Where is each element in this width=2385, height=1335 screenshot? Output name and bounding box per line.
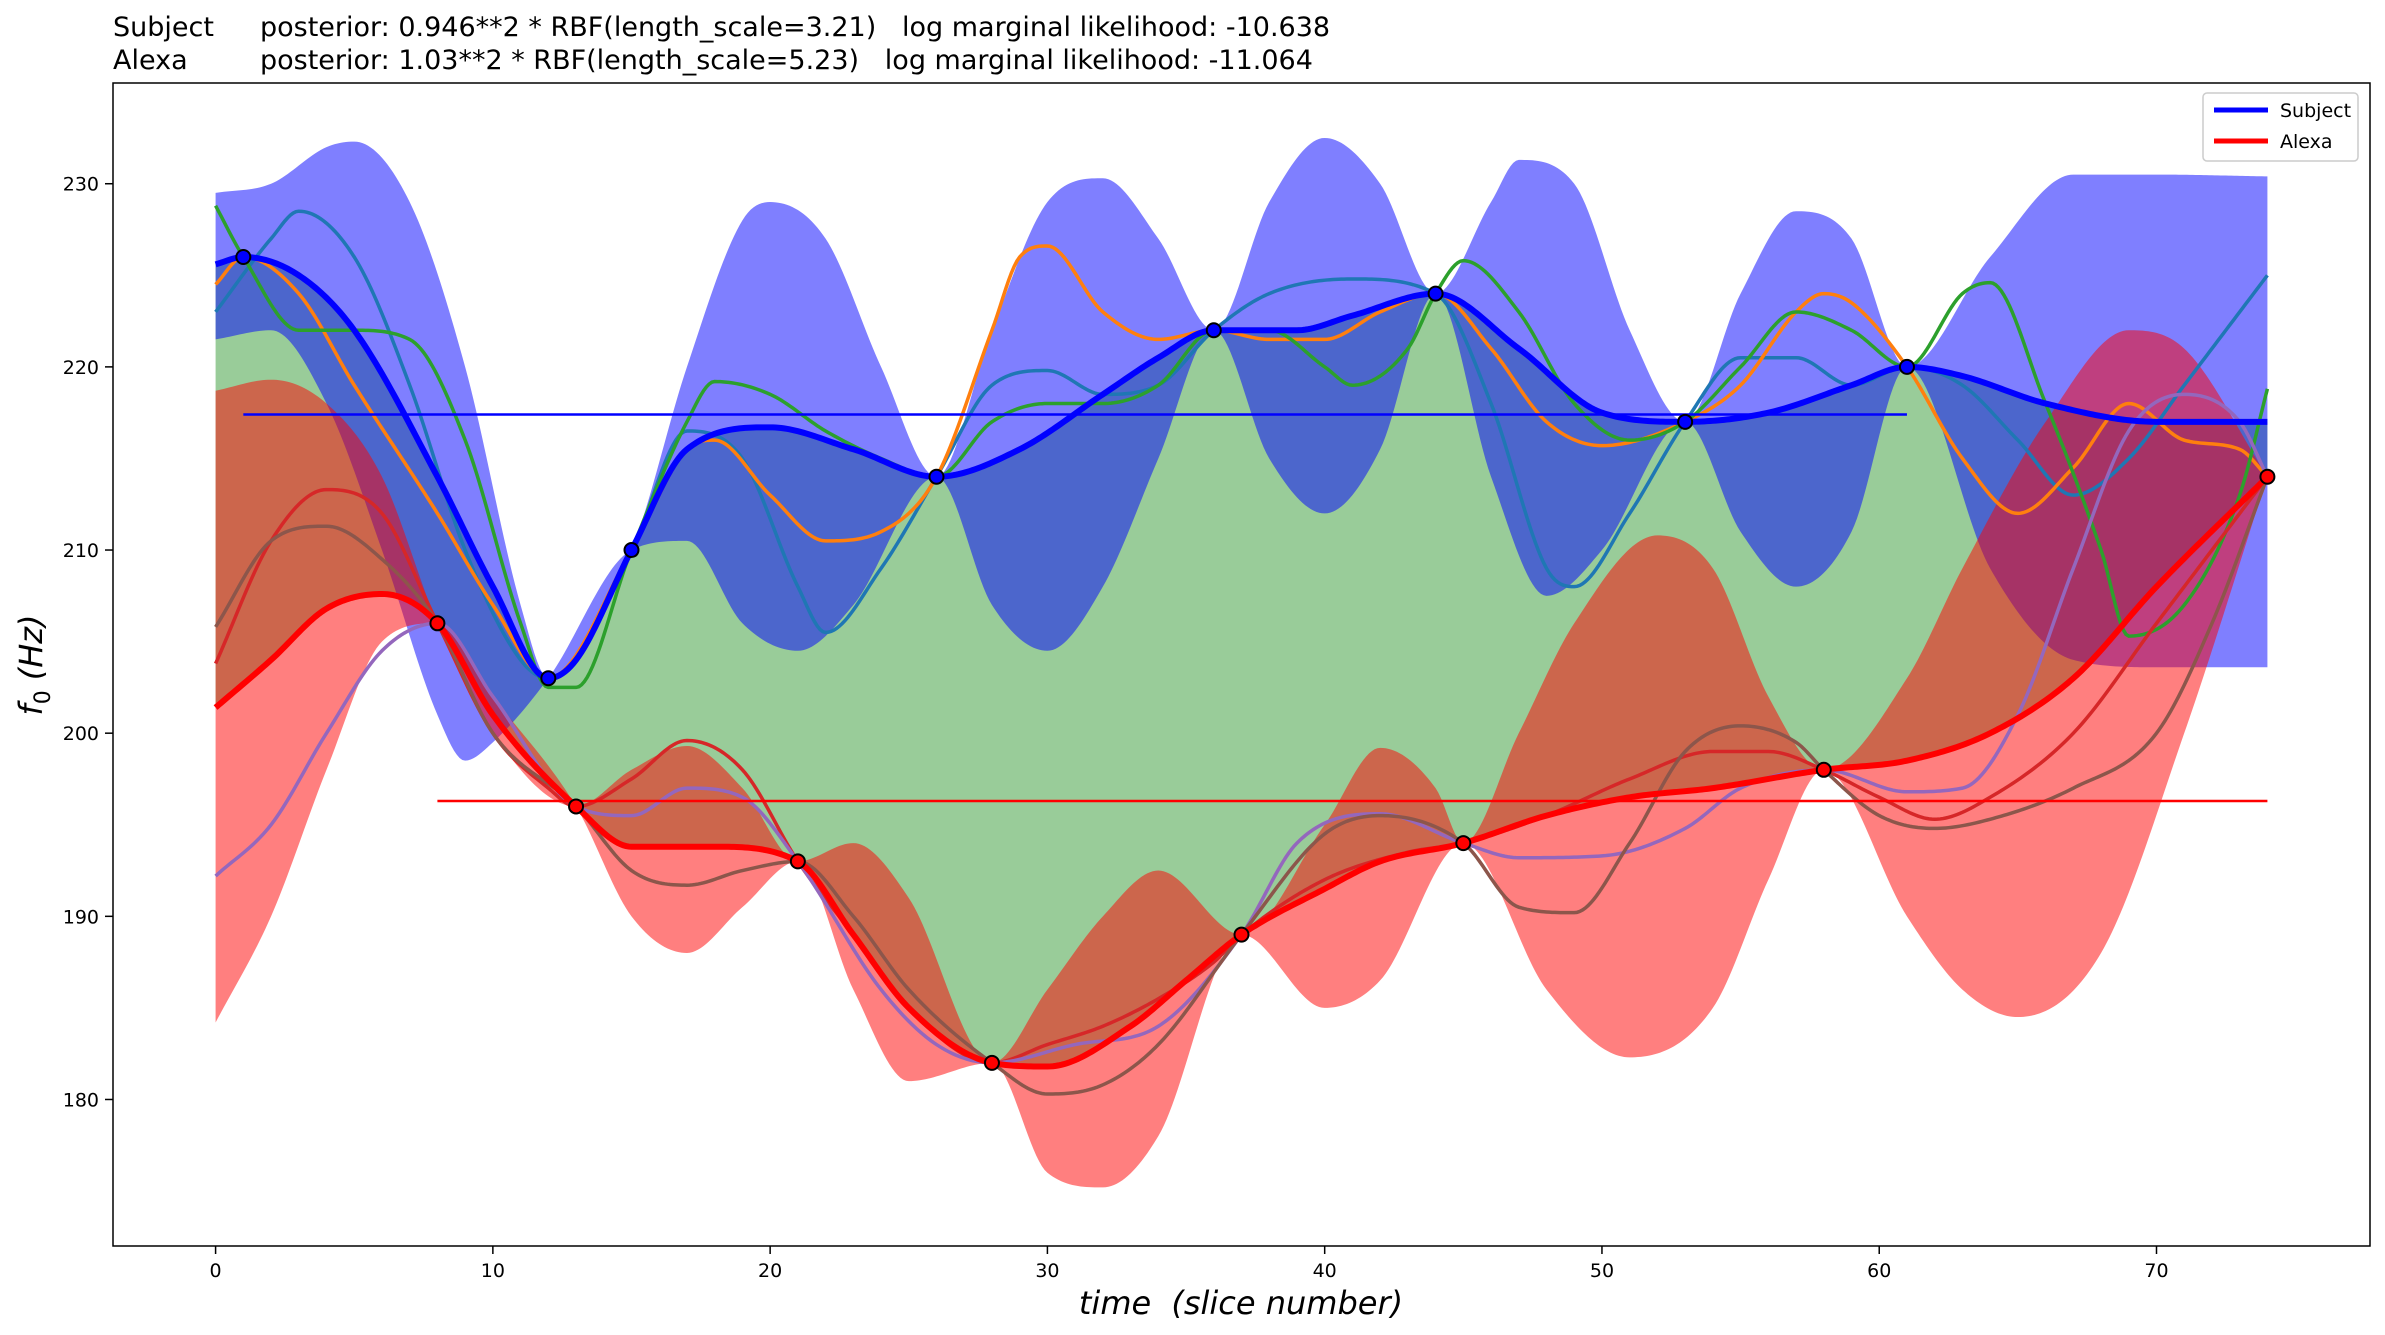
x-tick-label-2: 20 [758, 1260, 782, 1282]
x-axis-label: time (slice number) [1079, 1284, 1403, 1322]
y-tick-label-5: 230 [63, 174, 99, 196]
y-tick-label-4: 220 [63, 357, 99, 379]
title-alexa-name: Alexa [113, 45, 188, 76]
alexa-observation-3 [983, 1054, 1000, 1071]
y-tick-label-1: 190 [63, 906, 99, 928]
y-axis-label-paren: (Hz) [12, 614, 50, 680]
plot-frame [112, 82, 2371, 1247]
subject-observation-6 [1677, 413, 1694, 430]
subject-observation-0 [235, 248, 252, 265]
y-axis: 180 190 200 210 220 230 [63, 174, 113, 1111]
alexa-observation-2 [789, 853, 806, 870]
alexa-observation-7 [2259, 468, 2276, 485]
title-subject-posterior: posterior: 0.946**2 * RBF(length_scale=3… [260, 12, 1330, 43]
title-subject-name: Subject [113, 12, 214, 43]
legend: Subject Alexa [2202, 92, 2359, 162]
x-axis-label-main: time [1079, 1284, 1151, 1322]
subject-posterior-mean [214, 253, 2268, 682]
alexa-observation-6 [1815, 761, 1832, 778]
y-tick-label-2: 200 [63, 723, 99, 745]
x-axis: 0 10 20 30 40 50 60 70 [210, 1246, 2169, 1282]
subject-observation-4 [1205, 322, 1222, 339]
legend-label-subject: Subject [2280, 100, 2351, 122]
subject-observation-7 [1898, 358, 1915, 375]
subject-observation-3 [928, 468, 945, 485]
x-tick-label-1: 10 [481, 1260, 505, 1282]
subject-observation-2 [623, 542, 640, 559]
x-tick-label-0: 0 [210, 1260, 222, 1282]
y-tick-label-0: 180 [63, 1089, 99, 1111]
alexa-confidence-band [215, 330, 2268, 1188]
x-axis-label-paren: (slice number) [1171, 1284, 1403, 1322]
y-axis-label: f0(Hz) [12, 614, 56, 715]
legend-label-alexa: Alexa [2280, 131, 2333, 153]
alexa-observation-0 [429, 615, 446, 632]
plot-area [213, 137, 2276, 1188]
x-tick-label-7: 70 [2144, 1260, 2168, 1282]
x-tick-label-3: 30 [1035, 1260, 1059, 1282]
x-tick-label-5: 50 [1590, 1260, 1614, 1282]
alexa-observation-1 [568, 798, 585, 815]
subject-observation-5 [1427, 285, 1444, 302]
x-tick-label-6: 60 [1867, 1260, 1891, 1282]
alexa-observation-4 [1233, 926, 1250, 943]
subject-confidence-band [215, 137, 2268, 761]
y-axis-label-sub: 0 [31, 690, 56, 704]
title-alexa-posterior: posterior: 1.03**2 * RBF(length_scale=5.… [260, 45, 1313, 76]
alexa-observation-5 [1455, 835, 1472, 852]
x-tick-label-4: 40 [1313, 1260, 1337, 1282]
subject-observation-1 [540, 670, 557, 687]
y-tick-label-3: 210 [63, 540, 99, 562]
